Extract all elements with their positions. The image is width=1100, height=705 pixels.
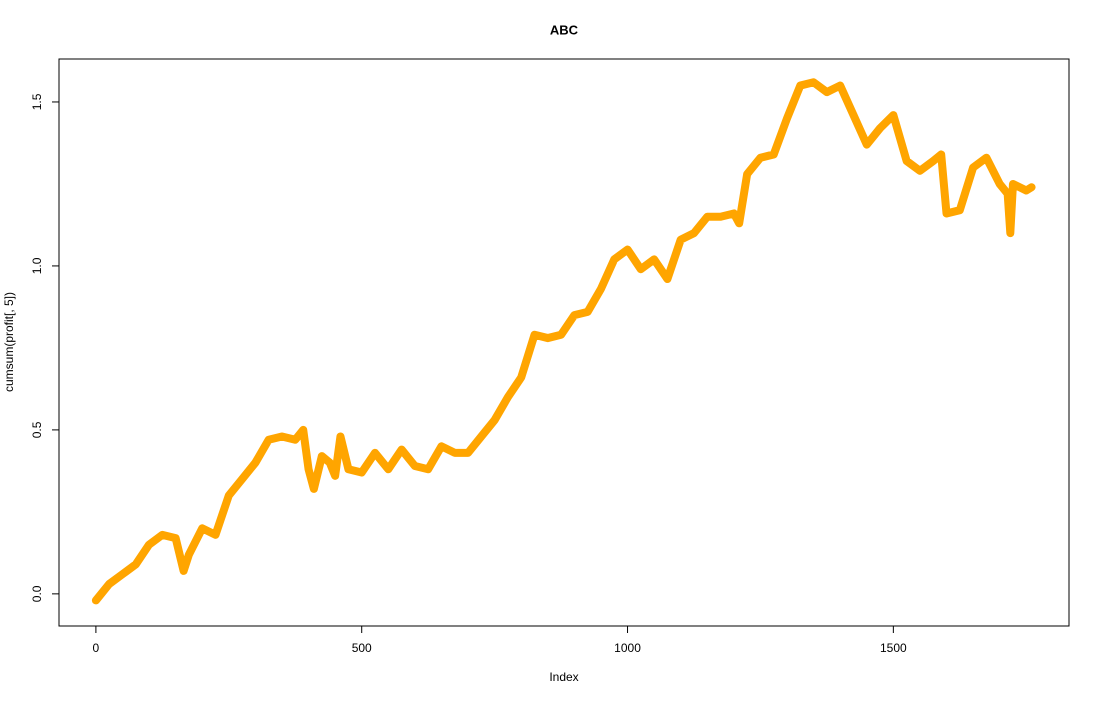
x-tick-label: 500 — [352, 641, 372, 655]
y-tick-label: 0.5 — [30, 421, 44, 438]
data-line — [91, 78, 1036, 605]
x-tick-label: 0 — [93, 641, 100, 655]
y-axis-label: cumsum(profit[, 5]) — [2, 292, 16, 392]
y-tick-label: 0.0 — [30, 585, 44, 602]
x-tick-label: 1500 — [880, 641, 907, 655]
y-tick-label: 1.0 — [30, 257, 44, 274]
chart-title: ABC — [550, 22, 579, 37]
x-axis-label: Index — [549, 670, 578, 684]
plot-box — [58, 58, 1070, 627]
x-tick-label: 1000 — [614, 641, 641, 655]
y-tick-label: 1.5 — [30, 93, 44, 110]
